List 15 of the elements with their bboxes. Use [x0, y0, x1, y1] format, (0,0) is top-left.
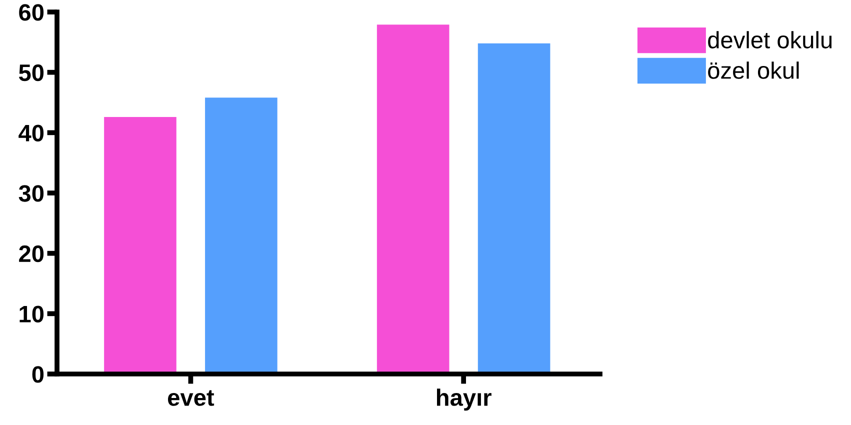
bar	[478, 43, 550, 374]
y-tick-label: 20	[19, 245, 44, 262]
y-tick-label: 0	[32, 366, 44, 383]
bar	[104, 116, 176, 374]
legend-label: devlet okulu	[708, 31, 832, 48]
bar	[376, 24, 450, 374]
x-tick-label: evet	[168, 390, 214, 406]
y-tick-label: 10	[20, 306, 44, 322]
y-tick-label: 40	[18, 124, 44, 142]
x-tick-label: hayır	[437, 388, 492, 411]
y-tick-label: 30	[18, 185, 44, 202]
bar	[205, 98, 278, 374]
y-tick-label: 50	[18, 64, 44, 82]
y-tick-label: 60	[19, 4, 44, 21]
legend-label: özel okul	[708, 62, 799, 79]
